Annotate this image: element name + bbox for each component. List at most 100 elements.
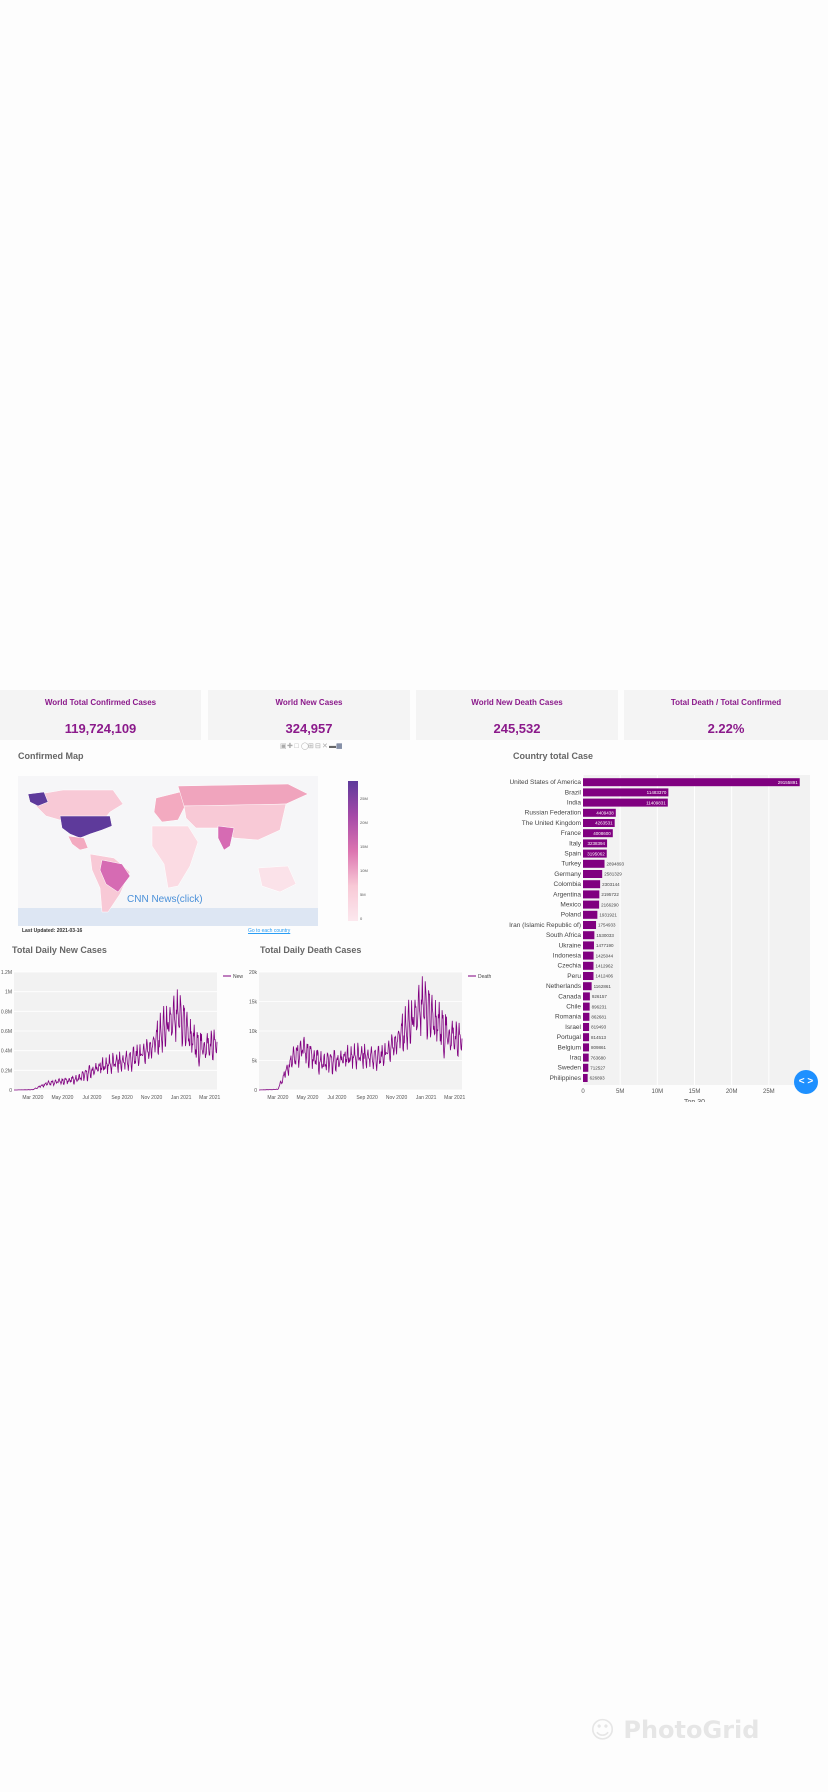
bar-category-label: Belgium (558, 1044, 581, 1051)
bar (583, 778, 800, 787)
bar-category-label: Russian Federation (525, 810, 582, 817)
code-toggle-button[interactable]: < > (794, 1070, 818, 1094)
stat-card-value: 324,957 (285, 721, 333, 736)
bar (583, 941, 594, 950)
stat-card-new-deaths: World New Death Cases 245,532 (416, 690, 618, 740)
bar (583, 900, 600, 909)
bar-value-label: 3238394 (588, 841, 606, 846)
daily-death-cases-chart[interactable]: 0 5k 10k 15k 20k Mar 2020 May 2020 Jul 2020 Sep … (245, 966, 505, 1106)
bar (583, 921, 597, 929)
bar-value-label: 1162861 (594, 984, 612, 989)
map-region-alaska (27, 791, 49, 807)
lasso-icon[interactable]: ◯ (301, 743, 311, 750)
bar (583, 1012, 590, 1021)
plotly-logo-icon[interactable]: ▦ (336, 743, 345, 750)
stat-card-label: World Total Confirmed Cases (44, 698, 157, 707)
bar-value-label: 4008600 (593, 831, 611, 836)
news-link[interactable]: CNN News(click) (127, 894, 203, 905)
colorbar-tick: 10M (360, 868, 368, 873)
bar-value-label: 4263531 (595, 821, 613, 826)
stat-card-death-ratio: Total Death / Total Confirmed 2.22% (624, 690, 828, 740)
bar-value-label: 2894893 (607, 862, 625, 867)
bar-category-label: Czechia (558, 963, 582, 970)
line-y-tick-label: 0.8M (1, 1009, 12, 1015)
daily-new-cases-chart[interactable]: 0 0.2M 0.4M 0.6M 0.8M 1M 1.2M Mar 2020 May 2020 J… (0, 966, 245, 1106)
confirmed-map[interactable] (18, 776, 318, 926)
line-x-tick-label: Sep 2020 (356, 1095, 378, 1101)
line-x-tick-label: Nov 2020 (386, 1095, 408, 1101)
bar-category-label: Peru (567, 973, 581, 980)
select-icon[interactable]: □ (294, 743, 301, 750)
stat-card-label: Total Death / Total Confirmed (670, 698, 782, 707)
bar-category-label: Iraq (570, 1055, 582, 1062)
colorbar-tick: 20M (360, 820, 368, 825)
bar-category-label: South Africa (546, 932, 581, 939)
bar-value-label: 926157 (592, 994, 608, 999)
bar (583, 992, 590, 1001)
bar-value-label: 2581329 (604, 872, 622, 877)
pan-icon[interactable]: ✚ (287, 743, 295, 750)
plot-toolbar: ▣✚□◯⊞⊟✕▬▦ (280, 742, 343, 750)
photogrid-watermark-logo: ☺ PhotoGrid (590, 1716, 760, 1744)
line-series (14, 989, 218, 1091)
stat-card-value: 2.22% (707, 721, 745, 736)
camera-icon[interactable]: ▣ (280, 743, 289, 750)
bar (583, 1033, 590, 1042)
zoom-out-icon[interactable]: ⊟ (315, 743, 323, 750)
bar (583, 1002, 590, 1011)
bar-category-label: Argentina (553, 891, 581, 898)
bar-category-label: Sweden (558, 1065, 582, 1072)
colorbar-tick: 0 (360, 916, 363, 921)
bar-value-label: 1477190 (596, 943, 614, 948)
line-y-tick-label: 0.4M (1, 1049, 12, 1055)
bar (583, 1063, 589, 1072)
bar-x-tick-label: 5M (616, 1089, 624, 1095)
bar (583, 819, 615, 827)
bar-category-label: Spain (564, 851, 581, 858)
bar (583, 808, 616, 817)
line-x-tick-label: Jul 2020 (83, 1095, 102, 1101)
bar (583, 951, 594, 960)
map-region-mexico (67, 835, 89, 851)
line-y-tick-label: 0.6M (1, 1029, 12, 1035)
bar-category-label: Iran (Islamic Republic of) (509, 922, 581, 929)
bar (583, 1053, 589, 1062)
zoom-in-icon[interactable]: ⊞ (308, 743, 316, 750)
bar-category-label: Netherlands (546, 983, 582, 990)
bar-category-label: United States of America (509, 779, 581, 786)
map-region-africa (151, 825, 199, 889)
colorbar-tick: 5M (360, 892, 366, 897)
map-region-india (217, 825, 235, 851)
bar (583, 798, 668, 807)
stat-card-value: 245,532 (493, 721, 541, 736)
reset-icon[interactable]: ✕ (322, 743, 330, 750)
bar-x-tick-label: 0 (581, 1089, 585, 1095)
stat-card-label: World New Death Cases (471, 698, 563, 707)
map-title: Confirmed Map (18, 751, 84, 761)
line-y-tick-label: 20k (249, 970, 258, 976)
bar-category-label: Romania (555, 1014, 581, 1021)
line-y-tick-label: 10k (249, 1029, 258, 1035)
line-x-tick-label: Mar 2020 (267, 1095, 288, 1101)
go-to-country-link[interactable]: Go to each country (248, 928, 291, 934)
bar (583, 890, 600, 899)
line-x-tick-label: Mar 2021 (199, 1095, 220, 1101)
last-updated-text: Last Updated: 2021-03-16 (22, 928, 83, 934)
bar-value-label: 3195062 (587, 851, 605, 856)
country-bar-chart[interactable]: 0 5M 10M 15M 20M 25M United States of America 2… (488, 774, 814, 1102)
bar-value-label: 712527 (590, 1066, 606, 1071)
antarctica-shape (18, 908, 318, 926)
map-region-russia (177, 783, 309, 807)
bar-category-label: Ukraine (559, 942, 582, 949)
bar-category-label: Poland (561, 912, 582, 919)
toggle-icon[interactable]: ▬ (329, 743, 338, 750)
daily-death-title: Total Daily Death Cases (260, 945, 362, 955)
bar (583, 859, 605, 868)
bar-category-label: Brazil (565, 789, 582, 796)
bar (583, 1043, 590, 1052)
bar-category-label: Colombia (554, 881, 582, 888)
line-y-tick-label: 5k (252, 1059, 258, 1065)
line-x-tick-label: Jan 2021 (416, 1095, 437, 1101)
bar-category-label: France (561, 830, 582, 837)
colorbar-tick: 15M (360, 844, 368, 849)
